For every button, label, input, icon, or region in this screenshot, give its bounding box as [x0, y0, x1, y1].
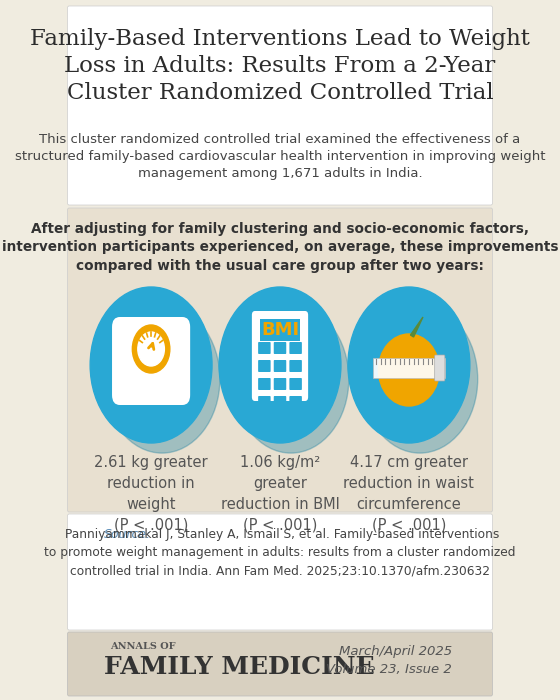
Text: 1.06 kg/m²
greater
reduction in BMI
(P < .001): 1.06 kg/m² greater reduction in BMI (P <…	[221, 455, 339, 533]
FancyBboxPatch shape	[258, 396, 270, 408]
FancyBboxPatch shape	[274, 360, 286, 372]
FancyBboxPatch shape	[290, 396, 302, 408]
Text: 2.61 kg greater
reduction in
weight
(P < .001): 2.61 kg greater reduction in weight (P <…	[94, 455, 208, 533]
FancyBboxPatch shape	[68, 632, 492, 696]
FancyBboxPatch shape	[290, 360, 302, 372]
Text: Source:: Source:	[104, 528, 152, 541]
FancyBboxPatch shape	[258, 378, 270, 390]
Text: ANNALS OF: ANNALS OF	[110, 642, 175, 651]
Polygon shape	[410, 317, 423, 337]
FancyBboxPatch shape	[274, 342, 286, 354]
FancyBboxPatch shape	[68, 6, 492, 205]
Text: Panniyammakal J, Stanley A, Ismail S, et al. Family-based interventions
to promo: Panniyammakal J, Stanley A, Ismail S, et…	[44, 528, 516, 577]
FancyBboxPatch shape	[68, 514, 492, 630]
Text: Family-Based Interventions Lead to Weight
Loss in Adults: Results From a 2-Year
: Family-Based Interventions Lead to Weigh…	[30, 28, 530, 104]
Ellipse shape	[233, 305, 349, 453]
FancyBboxPatch shape	[435, 355, 445, 381]
Circle shape	[348, 287, 470, 443]
FancyBboxPatch shape	[274, 396, 286, 408]
FancyBboxPatch shape	[260, 319, 300, 341]
Text: 4.17 cm greater
reduction in waist
circumference
(P < .001): 4.17 cm greater reduction in waist circu…	[343, 455, 474, 533]
Ellipse shape	[379, 334, 440, 406]
Text: After adjusting for family clustering and socio-economic factors,
intervention p: After adjusting for family clustering an…	[2, 222, 558, 273]
Text: This cluster randomized controlled trial examined the effectiveness of a
structu: This cluster randomized controlled trial…	[15, 133, 545, 180]
FancyBboxPatch shape	[252, 311, 308, 401]
FancyBboxPatch shape	[258, 360, 270, 372]
FancyBboxPatch shape	[274, 378, 286, 390]
Ellipse shape	[104, 305, 220, 453]
FancyBboxPatch shape	[290, 342, 302, 354]
Text: BMI: BMI	[261, 321, 299, 339]
Circle shape	[219, 287, 341, 443]
Circle shape	[138, 332, 165, 366]
Text: March/April 2025
Volume 23, Issue 2: March/April 2025 Volume 23, Issue 2	[326, 645, 452, 676]
FancyBboxPatch shape	[112, 317, 190, 405]
FancyBboxPatch shape	[68, 208, 492, 512]
Circle shape	[90, 287, 212, 443]
Circle shape	[132, 325, 170, 373]
FancyBboxPatch shape	[290, 378, 302, 390]
FancyBboxPatch shape	[373, 358, 445, 378]
Ellipse shape	[362, 305, 478, 453]
Text: FAMILY MEDICINE: FAMILY MEDICINE	[104, 655, 375, 679]
FancyBboxPatch shape	[258, 342, 270, 354]
